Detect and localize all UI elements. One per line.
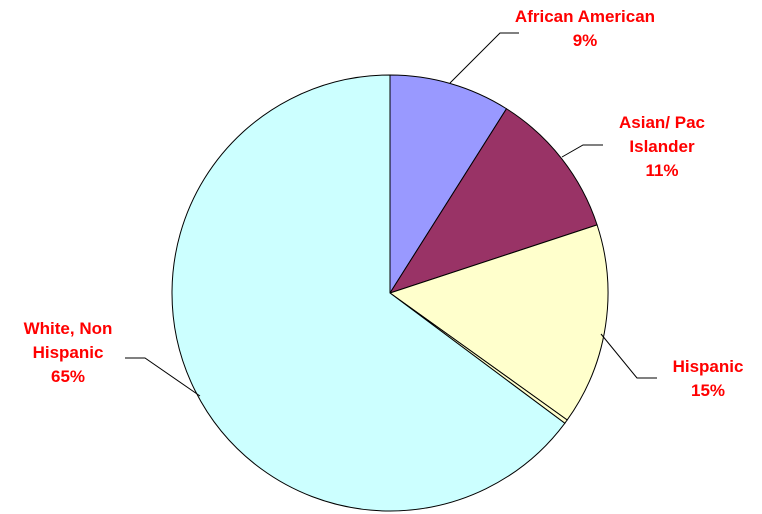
pie-slice [388, 224, 609, 421]
leader-line [125, 357, 201, 397]
slice-label: White, Non Hispanic 65% [24, 319, 113, 386]
slice-percent: 15% [691, 381, 725, 400]
slice-label-line: Hispanic [33, 343, 104, 362]
slice-label-line: Asian/ Pac [619, 113, 705, 132]
pie-slice [389, 74, 508, 295]
slice-label: Hispanic 15% [673, 357, 744, 400]
leader-line [449, 32, 519, 84]
slice-label-line: White, Non [24, 319, 113, 338]
slice-label: African American 9% [515, 7, 655, 50]
leader-line [600, 333, 657, 379]
slice-label: Asian/ Pac Islander 11% [619, 113, 705, 180]
slice-percent: 11% [645, 161, 678, 180]
pie-slices [171, 74, 609, 512]
slice-label-line: Hispanic [673, 357, 744, 376]
slice-label-line: African American [515, 7, 655, 26]
slice-label-line: Islander [629, 137, 695, 156]
slice-percent: 9% [573, 31, 598, 50]
leader-line [561, 144, 603, 158]
slice-percent: 65% [51, 367, 85, 386]
pie-slice [388, 108, 598, 294]
pie-labels: African American 9% Asian/ Pac Islander 11% H… [24, 7, 744, 400]
pie-slice [171, 74, 566, 512]
